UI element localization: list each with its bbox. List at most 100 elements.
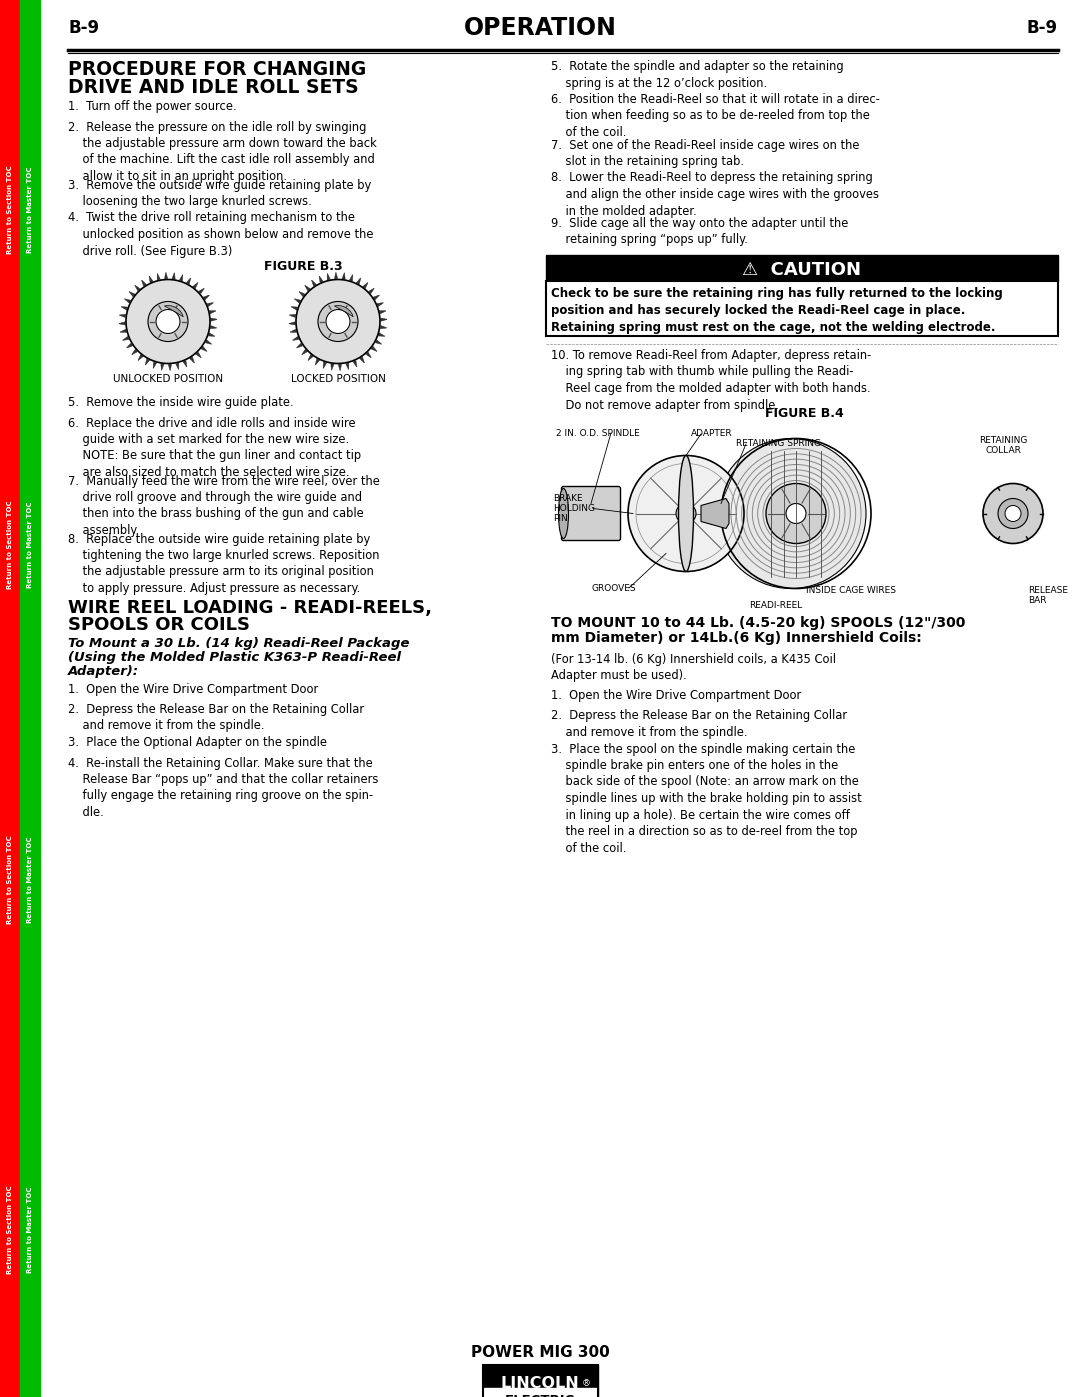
Polygon shape: [379, 310, 386, 314]
Text: 2.  Release the pressure on the idle roll by swinging
    the adjustable pressur: 2. Release the pressure on the idle roll…: [68, 120, 377, 183]
Text: POWER MIG 300: POWER MIG 300: [471, 1345, 609, 1361]
Polygon shape: [210, 326, 217, 328]
Polygon shape: [346, 362, 349, 369]
Circle shape: [296, 279, 380, 363]
Polygon shape: [192, 282, 198, 289]
Polygon shape: [204, 339, 212, 344]
Polygon shape: [198, 288, 204, 295]
Circle shape: [676, 503, 696, 524]
Polygon shape: [295, 299, 301, 303]
Text: Return to Section TOC: Return to Section TOC: [6, 500, 13, 590]
Polygon shape: [207, 332, 215, 337]
Polygon shape: [330, 363, 335, 370]
Text: 2.  Depress the Release Bar on the Retaining Collar
    and remove it from the s: 2. Depress the Release Bar on the Retain…: [68, 703, 364, 732]
Ellipse shape: [558, 489, 568, 538]
Polygon shape: [208, 310, 216, 314]
Polygon shape: [183, 359, 187, 367]
Bar: [483, 1365, 597, 1397]
Polygon shape: [373, 295, 379, 300]
Text: mm Diameter) or 14Lb.(6 Kg) Innershield Coils:: mm Diameter) or 14Lb.(6 Kg) Innershield …: [551, 631, 921, 645]
Polygon shape: [186, 278, 191, 285]
Bar: [546, 256, 1058, 281]
Polygon shape: [335, 306, 353, 317]
Polygon shape: [132, 348, 138, 355]
Polygon shape: [164, 306, 184, 317]
Text: 4.  Re-install the Retaining Collar. Make sure that the
    Release Bar “pops up: 4. Re-install the Retaining Collar. Make…: [68, 757, 378, 819]
Polygon shape: [319, 277, 324, 284]
Polygon shape: [292, 306, 298, 310]
Text: RETAINING SPRING: RETAINING SPRING: [735, 439, 821, 448]
Polygon shape: [120, 328, 127, 332]
Polygon shape: [327, 274, 330, 281]
Polygon shape: [338, 363, 341, 370]
Text: DRIVE AND IDLE ROLL SETS: DRIVE AND IDLE ROLL SETS: [68, 78, 359, 96]
Polygon shape: [157, 274, 161, 281]
Polygon shape: [189, 356, 194, 363]
Bar: [0, 0, 21, 1397]
Polygon shape: [289, 321, 296, 326]
Polygon shape: [210, 319, 217, 321]
Polygon shape: [172, 272, 175, 281]
Polygon shape: [289, 314, 297, 319]
Polygon shape: [362, 282, 368, 289]
Text: GROOVES: GROOVES: [591, 584, 636, 592]
Text: 5.  Remove the inside wire guide plate.: 5. Remove the inside wire guide plate.: [68, 395, 294, 409]
Polygon shape: [149, 277, 153, 284]
Text: Return to Section TOC: Return to Section TOC: [6, 165, 13, 254]
Polygon shape: [141, 279, 147, 288]
Text: 1.  Open the Wire Drive Compartment Door: 1. Open the Wire Drive Compartment Door: [551, 689, 801, 703]
Text: Return to Master TOC: Return to Master TOC: [27, 166, 33, 253]
Text: ®: ®: [582, 1379, 591, 1389]
Polygon shape: [376, 303, 383, 307]
Polygon shape: [161, 363, 164, 370]
Text: 8.  Replace the outside wire guide retaining plate by
    tightening the two lar: 8. Replace the outside wire guide retain…: [68, 532, 379, 595]
Polygon shape: [352, 359, 356, 367]
Polygon shape: [365, 351, 372, 358]
Text: (For 13-14 lb. (6 Kg) Innershield coils, a K435 Coil
Adapter must be used).: (For 13-14 lb. (6 Kg) Innershield coils,…: [551, 652, 836, 683]
Text: LOCKED POSITION: LOCKED POSITION: [291, 374, 386, 384]
Text: SPOOLS OR COILS: SPOOLS OR COILS: [68, 616, 249, 634]
Polygon shape: [341, 272, 346, 281]
Text: 9.  Slide cage all the way onto the adapter until the
    retaining spring “pops: 9. Slide cage all the way onto the adapt…: [551, 217, 849, 246]
Polygon shape: [380, 319, 387, 321]
Circle shape: [291, 274, 386, 369]
Text: FIGURE B.3: FIGURE B.3: [264, 260, 342, 272]
Polygon shape: [120, 314, 126, 319]
Polygon shape: [367, 288, 375, 295]
Polygon shape: [323, 360, 327, 369]
Circle shape: [148, 302, 188, 341]
Text: Adapter):: Adapter):: [68, 665, 139, 678]
Bar: [484, 1389, 596, 1397]
Text: 1.  Turn off the power source.: 1. Turn off the power source.: [68, 101, 237, 113]
Text: 1.  Open the Wire Drive Compartment Door: 1. Open the Wire Drive Compartment Door: [68, 683, 319, 696]
Text: READI-REEL: READI-REEL: [750, 601, 802, 610]
Text: B-9: B-9: [1027, 20, 1058, 36]
Text: 3.  Remove the outside wire guide retaining plate by
    loosening the two large: 3. Remove the outside wire guide retaini…: [68, 179, 372, 208]
Text: 10. To remove Readi-Reel from Adapter, depress retain-
    ing spring tab with t: 10. To remove Readi-Reel from Adapter, d…: [551, 349, 872, 412]
Polygon shape: [291, 328, 297, 332]
Text: ADAPTER: ADAPTER: [691, 429, 732, 439]
Polygon shape: [308, 353, 314, 360]
Text: FIGURE B.4: FIGURE B.4: [765, 407, 843, 420]
Text: BRAKE
HOLDING
PIN: BRAKE HOLDING PIN: [553, 493, 595, 524]
Circle shape: [998, 499, 1028, 528]
Text: RELEASE
BAR: RELEASE BAR: [1028, 585, 1068, 605]
Polygon shape: [124, 299, 132, 303]
Circle shape: [326, 310, 350, 334]
Text: 7.  Manually feed the wire from the wire reel, over the
    drive roll groove an: 7. Manually feed the wire from the wire …: [68, 475, 380, 536]
Text: 2.  Depress the Release Bar on the Retaining Collar
    and remove it from the s: 2. Depress the Release Bar on the Retain…: [551, 710, 847, 739]
Polygon shape: [315, 358, 321, 365]
Circle shape: [318, 302, 357, 341]
Polygon shape: [359, 356, 364, 363]
Polygon shape: [206, 303, 214, 307]
Polygon shape: [179, 275, 183, 282]
Polygon shape: [195, 351, 201, 358]
Text: PROCEDURE FOR CHANGING: PROCEDURE FOR CHANGING: [68, 60, 366, 80]
Polygon shape: [701, 499, 729, 528]
Polygon shape: [126, 342, 134, 348]
Text: Return to Master TOC: Return to Master TOC: [27, 837, 33, 923]
FancyBboxPatch shape: [562, 486, 621, 541]
Polygon shape: [135, 285, 141, 292]
Text: 6.  Position the Readi-Reel so that it will rotate in a direc-
    tion when fee: 6. Position the Readi-Reel so that it wi…: [551, 94, 880, 138]
Text: TO MOUNT 10 to 44 Lb. (4.5-20 kg) SPOOLS (12"/300: TO MOUNT 10 to 44 Lb. (4.5-20 kg) SPOOLS…: [551, 616, 966, 630]
